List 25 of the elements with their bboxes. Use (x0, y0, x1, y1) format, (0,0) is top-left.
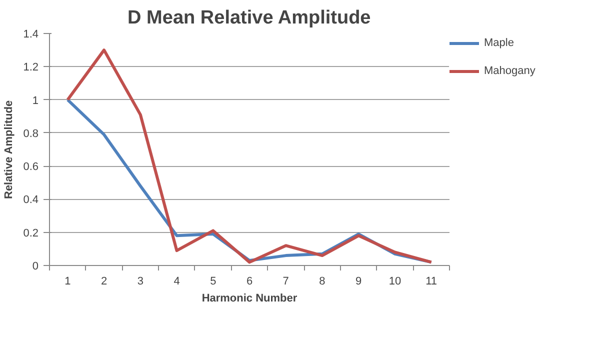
y-tick-label: 0.4 (23, 194, 39, 206)
x-tick-label: 5 (210, 276, 216, 288)
legend-label: Maple (484, 37, 515, 49)
x-tick-label: 3 (137, 276, 144, 288)
x-tick-label: 2 (100, 276, 108, 288)
line-series (66, 48, 433, 264)
x-axis-title: Harmonic Number (202, 292, 298, 304)
y-tick-label: 1 (32, 94, 39, 107)
y-tick-label: 0.6 (23, 161, 39, 174)
y-tick-label: 0 (32, 260, 39, 272)
x-tick-label: 10 (388, 276, 402, 288)
legend-label: Mahogany (484, 65, 536, 77)
y-axis-title: Relative Amplitude (3, 100, 16, 200)
y-tick-label: 0.2 (23, 227, 39, 240)
x-tick-label: 7 (282, 276, 289, 288)
y-tick-label: 1.2 (23, 62, 39, 74)
x-tick-label: 8 (319, 276, 326, 288)
chart-title: D Mean Relative Amplitude (128, 8, 371, 28)
x-tick-label: 9 (356, 276, 362, 288)
y-tick-label: 1.4 (23, 28, 39, 40)
x-tick-label: 6 (246, 276, 253, 288)
x-tick-label: 11 (426, 276, 438, 288)
y-tick-label: 0.8 (23, 128, 39, 140)
x-tick-label: 4 (174, 276, 180, 288)
x-tick-label: 1 (64, 276, 71, 288)
